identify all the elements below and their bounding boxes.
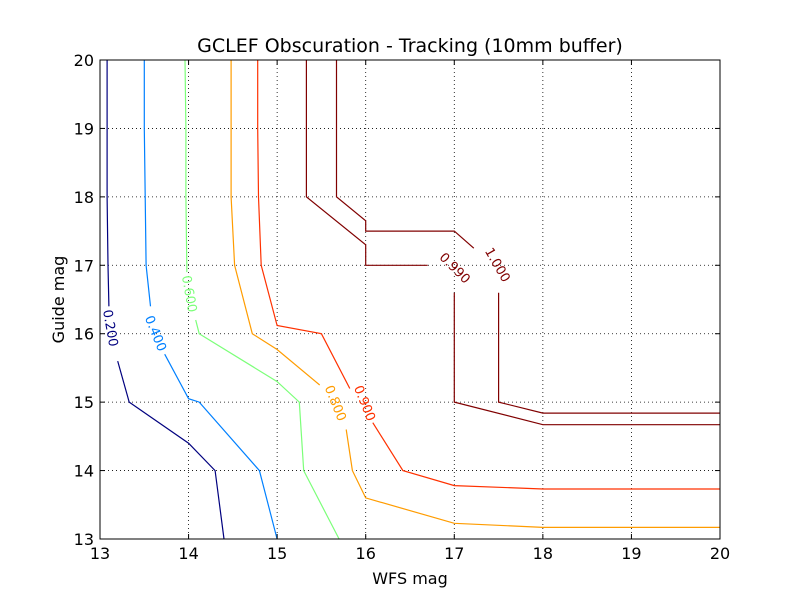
y-tick-label: 18: [74, 188, 94, 207]
y-axis-title: Guide mag: [49, 256, 68, 344]
contour-line-0.600: [184, 59, 188, 273]
contour-line-0.400: [164, 353, 278, 540]
x-tick-label: 15: [267, 544, 287, 563]
x-tick-label: 17: [444, 544, 464, 563]
contour-label-0.600: 0.600: [178, 274, 199, 313]
contour-line-0.900: [257, 60, 351, 389]
contour-line-0.990: [305, 60, 428, 266]
contour-line-0.200: [117, 360, 225, 540]
y-tick-label: 16: [74, 325, 94, 344]
y-tick-label: 17: [74, 256, 94, 275]
x-tick-label: 20: [710, 544, 730, 563]
y-tick-label: 15: [74, 393, 94, 412]
contour-label-0.200: 0.200: [99, 309, 120, 348]
x-tick-label: 14: [178, 544, 198, 563]
x-tick-label: 19: [621, 544, 641, 563]
x-axis-title: WFS mag: [372, 569, 448, 588]
x-tick-label: 16: [356, 544, 376, 563]
y-tick-label: 13: [74, 530, 94, 549]
x-tick-label: 18: [533, 544, 553, 563]
y-tick-label: 20: [74, 51, 94, 70]
grid-lines: [100, 60, 720, 539]
plot-frame: [99, 59, 721, 540]
contour-line-0.800: [230, 60, 321, 386]
contour-line-1.000: [335, 60, 475, 249]
contour-line-0.600: [195, 319, 340, 540]
contour-line-0.800: [345, 429, 720, 529]
contour-line-0.400: [143, 60, 152, 307]
axis-ticks: 13 14 15 16 17 18 19 20 13 14 15 16 17 18 19 20: [74, 51, 731, 563]
contour-line-1.000: [498, 292, 720, 414]
contour-line-0.200: [106, 60, 110, 307]
contour-line-0.900: [372, 422, 720, 490]
contour-lines: [106, 59, 720, 540]
y-tick-label: 19: [74, 119, 94, 138]
chart-title: GCLEF Obscuration - Tracking (10mm buffe…: [197, 35, 623, 57]
y-tick-label: 14: [74, 462, 94, 481]
x-tick-label: 13: [90, 544, 110, 563]
contour-line-0.990: [453, 292, 720, 426]
